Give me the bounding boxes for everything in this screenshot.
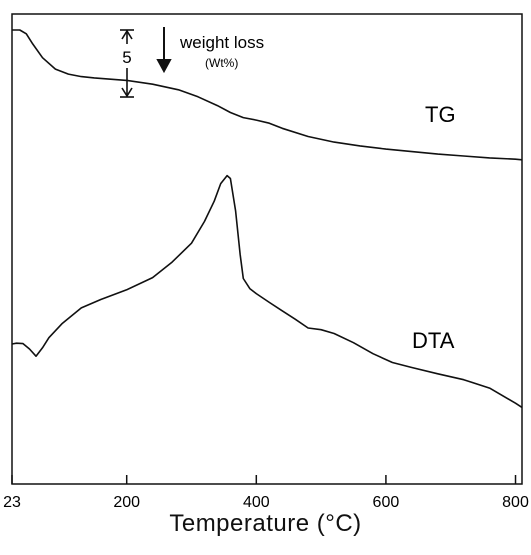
series-line-tg — [12, 29, 523, 161]
x-tick-label: 800 — [502, 494, 529, 511]
series-line-dta — [11, 174, 523, 409]
weight-loss-unit: (Wt%) — [205, 56, 238, 70]
scale-bar — [120, 29, 134, 98]
scale-bar-down-arrow-icon — [121, 87, 133, 98]
weight-loss-label: weight loss — [179, 33, 264, 52]
x-axis-ticks: 23 200 400 600 800 — [3, 475, 529, 511]
scale-bar-value: 5 — [122, 48, 131, 67]
x-tick-label: 23 — [3, 494, 21, 511]
series-label-dta: DTA — [412, 328, 455, 353]
series-label-tg: TG — [425, 102, 456, 127]
scale-bar-up-arrow-icon — [121, 29, 133, 40]
x-tick-label: 200 — [113, 494, 140, 511]
series-lines — [11, 29, 523, 409]
weight-loss-arrow-icon — [156, 27, 172, 74]
x-axis-label: Temperature (°C) — [169, 510, 362, 537]
plot-frame — [11, 13, 523, 485]
x-tick-label: 600 — [373, 494, 400, 511]
x-tick-label: 400 — [243, 494, 270, 511]
